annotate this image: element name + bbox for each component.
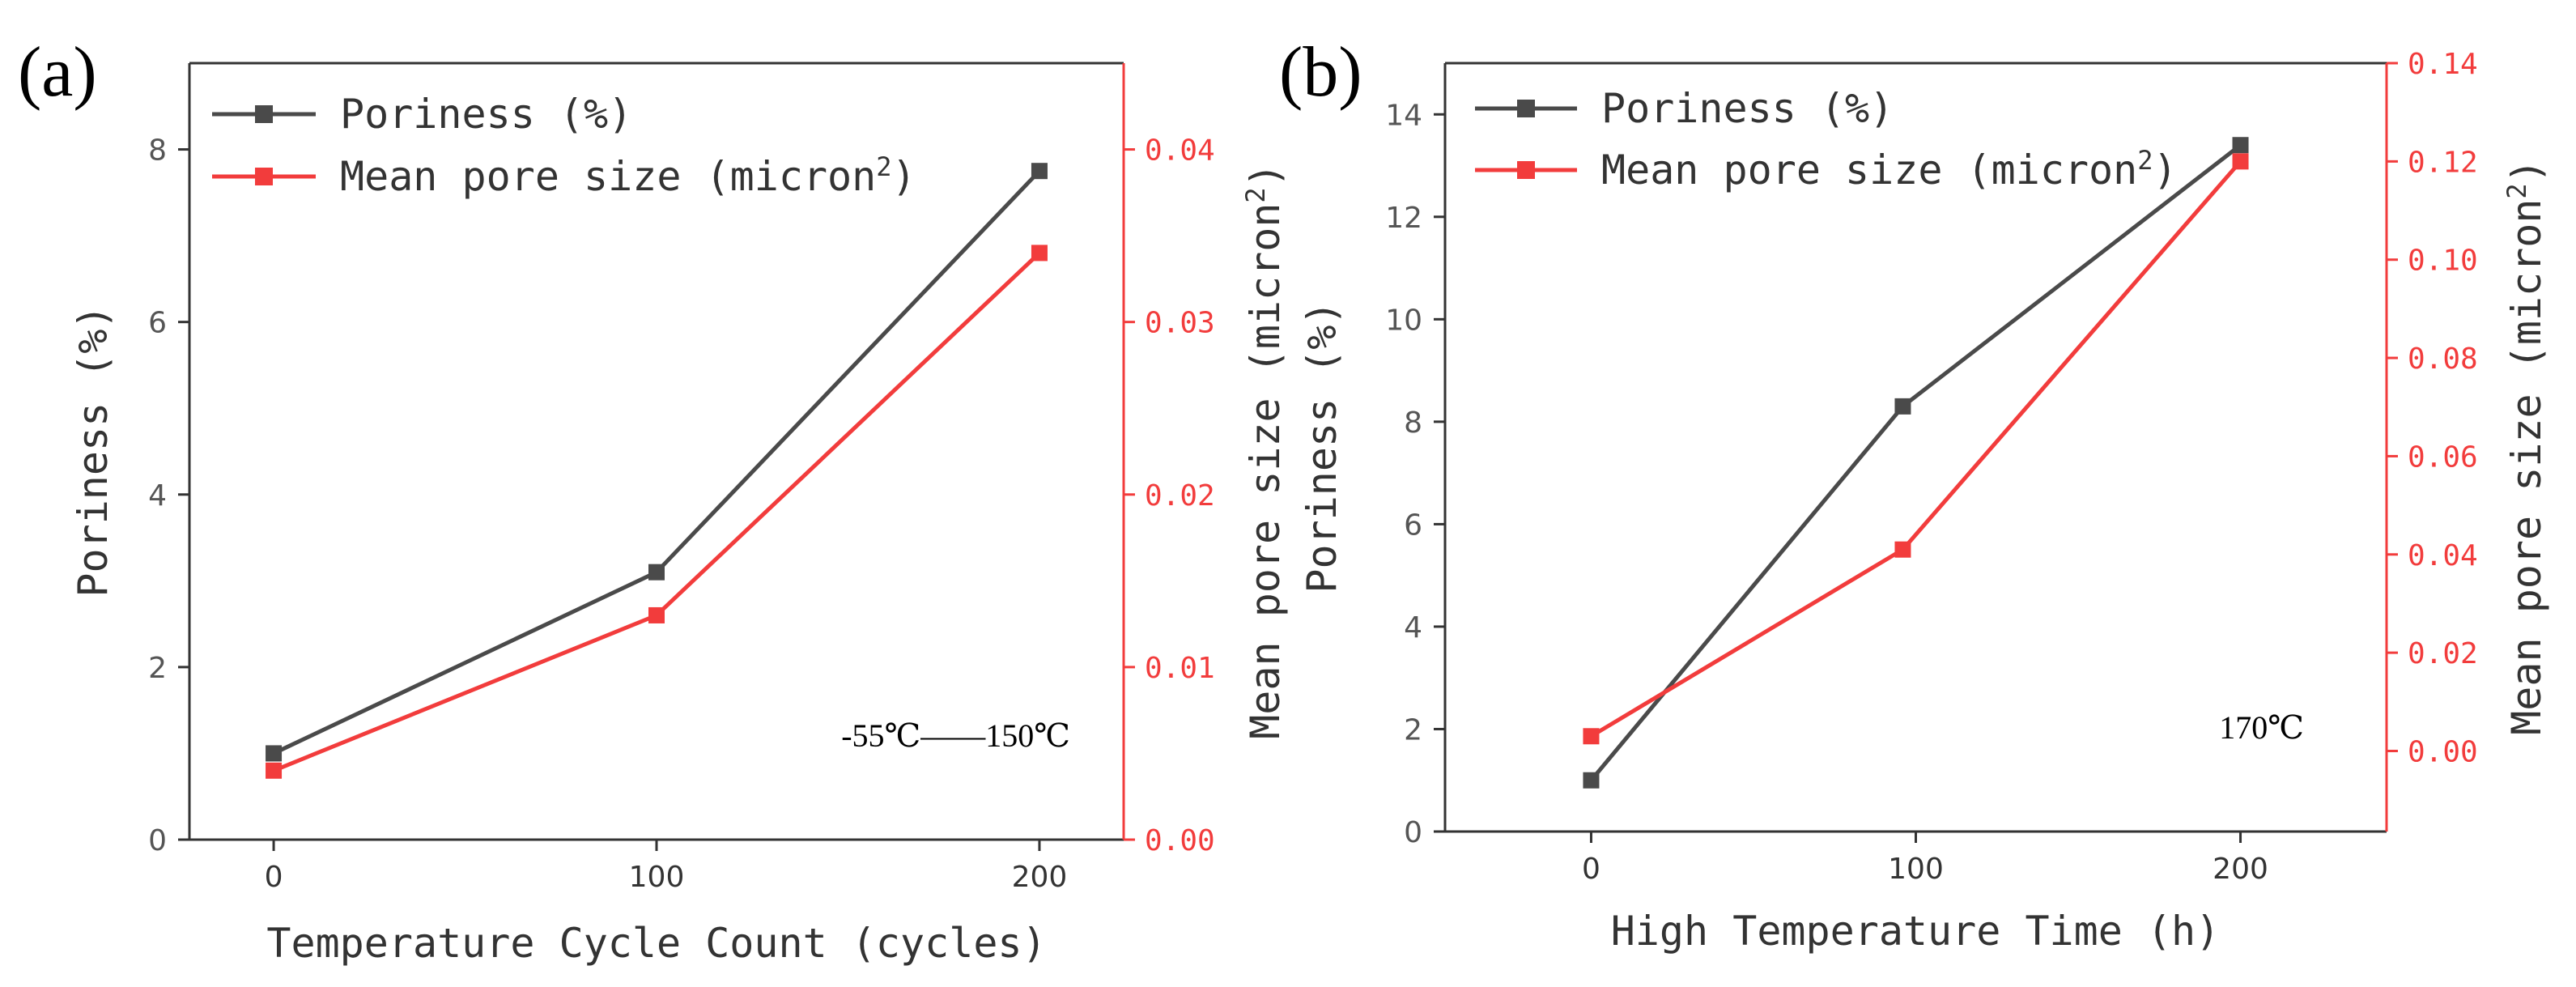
panel-b-legend: Poriness (%) Mean pore size (micron2) bbox=[1475, 85, 2178, 194]
panel-b-legend-marker-poriness bbox=[1517, 100, 1535, 117]
series-0-point-1 bbox=[1894, 398, 1911, 415]
left-tick-label-2: 4 bbox=[148, 479, 167, 513]
panel-a: (a) 0 100 200 0 2 4 6 8 0.00 0.01 0.02 0.03 0.04 T… bbox=[18, 33, 1289, 967]
panel-b-plot-area: 0 100 200 0 2 4 6 8 10 12 14 0.00 0.02 0.04 0.06 0.08… bbox=[1385, 48, 2478, 886]
series-0-line bbox=[272, 169, 1041, 755]
panel-b-right-axis-title: Mean pore size (micron2) bbox=[2502, 159, 2550, 735]
panel-a-legend-label-pore-size: Mean pore size (micron2) bbox=[340, 151, 916, 200]
panel-b-x-axis-title: High Temperature Time (h) bbox=[1611, 908, 2221, 955]
panel-b: (b) 0 100 200 0 2 4 6 8 10 12 14 0.00 0.02 0.04 0.06… bbox=[1279, 33, 2550, 955]
series-0-point-1 bbox=[648, 564, 665, 581]
left-tick-label-7: 14 bbox=[1385, 99, 1422, 132]
series-1-point-1 bbox=[648, 606, 665, 623]
left-tick-label-0: 0 bbox=[148, 824, 167, 857]
series-0-point-0 bbox=[1583, 772, 1600, 789]
left-tick-label-4: 8 bbox=[1404, 406, 1422, 440]
panel-a-legend-marker-pore-size bbox=[255, 168, 273, 185]
panel-b-x-ticks: 0 100 200 bbox=[1582, 832, 2268, 886]
right-tick-label-3: 0.06 bbox=[2408, 440, 2478, 474]
left-tick-label-4: 8 bbox=[148, 134, 167, 168]
series-1-line bbox=[273, 251, 1041, 773]
x-tick-label-0: 0 bbox=[1582, 853, 1600, 886]
left-tick-label-3: 6 bbox=[148, 307, 167, 340]
panel-a-label: (a) bbox=[18, 33, 97, 112]
right-tick-label-2: 0.04 bbox=[2408, 539, 2478, 572]
right-tick-label-0: 0.00 bbox=[2408, 735, 2478, 768]
series-1-point-0 bbox=[266, 762, 283, 779]
left-tick-label-6: 12 bbox=[1385, 202, 1422, 235]
x-tick-label-2: 200 bbox=[1012, 861, 1068, 894]
left-tick-label-0: 0 bbox=[1404, 816, 1422, 849]
right-tick-label-5: 0.10 bbox=[2408, 245, 2478, 278]
series-1-line bbox=[1590, 160, 2242, 738]
left-tick-label-1: 2 bbox=[148, 652, 167, 685]
series-1-point-1 bbox=[1894, 541, 1911, 558]
panel-a-legend-marker-poriness bbox=[255, 105, 273, 123]
panel-b-series bbox=[1583, 137, 2249, 789]
right-tick-label-0: 0.00 bbox=[1145, 824, 1215, 857]
series-1-point-2 bbox=[1031, 245, 1048, 262]
right-tick-label-7: 0.14 bbox=[2408, 48, 2478, 81]
series-1-point-2 bbox=[2232, 153, 2249, 170]
panel-a-left-ticks: 0 2 4 6 8 bbox=[148, 134, 189, 857]
left-tick-label-2: 4 bbox=[1404, 611, 1422, 645]
panel-b-legend-label-pore-size: Mean pore size (micron2) bbox=[1601, 145, 2178, 194]
panel-b-legend-label-poriness: Poriness (%) bbox=[1601, 85, 1894, 132]
panel-b-left-axis-title: Poriness (%) bbox=[1299, 300, 1345, 593]
left-tick-label-1: 2 bbox=[1404, 713, 1422, 747]
right-tick-label-4: 0.04 bbox=[1145, 134, 1215, 168]
right-tick-label-4: 0.08 bbox=[2408, 342, 2478, 376]
series-0-point-2 bbox=[1031, 163, 1048, 180]
x-tick-label-1: 100 bbox=[1888, 853, 1944, 886]
series-0-point-0 bbox=[266, 745, 283, 762]
right-tick-label-3: 0.03 bbox=[1145, 307, 1215, 340]
panel-a-series bbox=[266, 163, 1048, 779]
panel-b-left-ticks: 0 2 4 6 8 10 12 14 bbox=[1385, 99, 1445, 849]
series-1-point-0 bbox=[1583, 728, 1600, 745]
panel-a-legend-label-poriness: Poriness (%) bbox=[340, 91, 632, 138]
panel-a-x-axis-title: Temperature Cycle Count (cycles) bbox=[266, 920, 1046, 967]
right-tick-label-2: 0.02 bbox=[1145, 479, 1215, 513]
panel-b-right-ticks: 0.00 0.02 0.04 0.06 0.08 0.10 0.12 0.14 bbox=[2387, 48, 2478, 768]
panel-a-x-ticks: 0 100 200 bbox=[265, 840, 1068, 894]
panel-a-legend: Poriness (%) Mean pore size (micron2) bbox=[212, 91, 916, 200]
series-0-line bbox=[1589, 143, 2242, 782]
right-tick-label-1: 0.02 bbox=[2408, 637, 2478, 670]
series-0-point-2 bbox=[2232, 137, 2249, 154]
panel-b-annotation: 170℃ bbox=[2219, 709, 2304, 746]
x-tick-label-1: 100 bbox=[629, 861, 685, 894]
panel-a-annotation: -55℃——150℃ bbox=[841, 717, 1070, 754]
right-tick-label-1: 0.01 bbox=[1145, 652, 1215, 685]
panel-a-left-axis-title: Poriness (%) bbox=[70, 304, 117, 597]
left-tick-label-3: 6 bbox=[1404, 508, 1422, 542]
panel-a-right-ticks: 0.00 0.01 0.02 0.03 0.04 bbox=[1124, 134, 1215, 857]
panel-a-right-axis-title: Mean pore size (micron2) bbox=[1240, 163, 1289, 739]
panel-b-label: (b) bbox=[1279, 33, 1362, 112]
x-tick-label-0: 0 bbox=[265, 861, 283, 894]
left-tick-label-5: 10 bbox=[1385, 304, 1422, 337]
panel-b-legend-marker-pore-size bbox=[1517, 161, 1535, 179]
right-tick-label-6: 0.12 bbox=[2408, 146, 2478, 179]
x-tick-label-2: 200 bbox=[2213, 853, 2268, 886]
panel-a-plot-area: 0 100 200 0 2 4 6 8 0.00 0.01 0.02 0.03 0.04 bbox=[148, 62, 1215, 894]
